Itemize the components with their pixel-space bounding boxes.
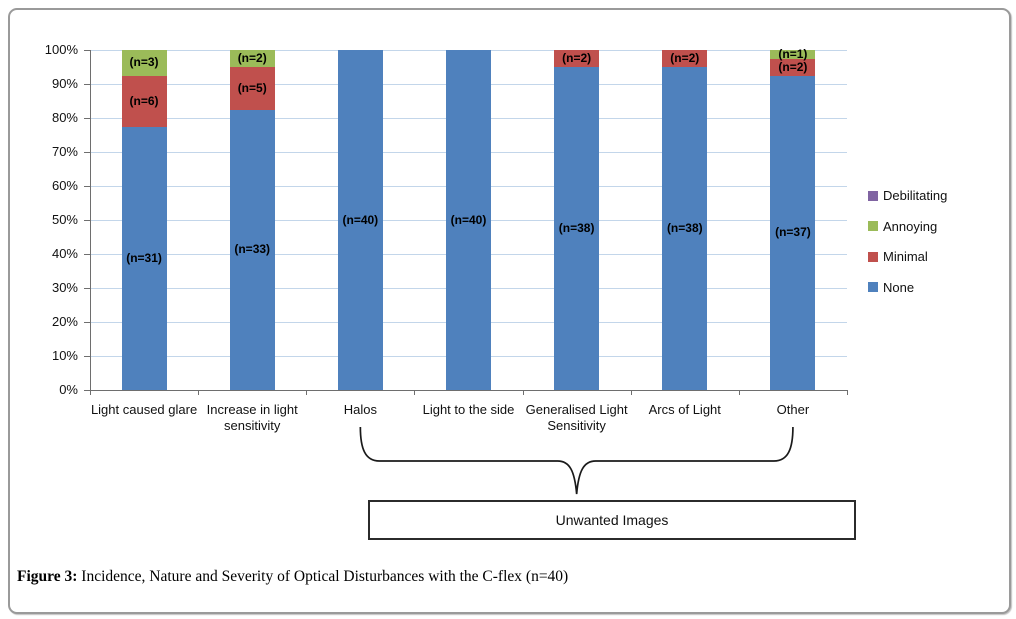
bar-segment-minimal <box>121 75 167 127</box>
x-axis-tick <box>630 390 632 395</box>
legend-item-annoying: Annoying <box>868 219 937 234</box>
x-axis-category-label: Light caused glare <box>90 402 198 417</box>
y-axis-tick <box>84 50 90 51</box>
bar-segment-label: (n=1) <box>778 46 808 61</box>
bar-segment-label: (n=6) <box>129 93 159 108</box>
bar-segment-label: (n=40) <box>450 212 487 227</box>
y-axis-tick-label: 30% <box>51 280 78 295</box>
bar-segment-none <box>554 67 600 390</box>
y-axis-tick-label: 70% <box>51 144 78 159</box>
x-axis-tick <box>306 390 308 395</box>
y-axis-tick-label: 100% <box>44 42 78 57</box>
y-axis-tick-label: 40% <box>51 246 78 261</box>
x-axis-line <box>90 390 847 391</box>
legend-label: Minimal <box>883 249 928 264</box>
y-axis-tick-label: 80% <box>51 110 78 125</box>
y-axis-tick-label: 0% <box>59 382 78 397</box>
legend-swatch-debilitating <box>868 190 878 201</box>
x-axis-category-label: Other <box>776 402 810 417</box>
bar-segment-label: (n=2) <box>778 59 808 74</box>
bar-segment-label: (n=38) <box>558 221 595 235</box>
x-axis-category-label: Arcs of Light <box>648 402 721 417</box>
bar-segment-label: (n=38) <box>666 221 703 235</box>
bar-segment-minimal <box>554 50 600 67</box>
y-axis-tick <box>84 356 90 357</box>
figure-caption: Figure 3: Incidence, Nature and Severity… <box>17 568 917 586</box>
plot-area: 0% 10% 20% 30% 40% 50% 60% 70% 80% 90% 100% (n=31) (… <box>10 10 1009 612</box>
bar-segment-annoying <box>770 50 816 59</box>
bar-segment-none <box>446 50 491 390</box>
x-axis-tick <box>847 390 848 395</box>
bar-segment-none <box>121 126 167 390</box>
y-axis-tick <box>84 220 90 221</box>
y-axis-tick <box>84 390 90 391</box>
legend-label: Debilitating <box>883 188 948 203</box>
x-axis-tick <box>414 390 416 395</box>
y-axis-tick <box>84 152 90 153</box>
y-axis-tick-label: 60% <box>51 178 78 193</box>
y-axis-tick-label: 20% <box>51 314 78 329</box>
x-axis-tick <box>522 390 524 395</box>
y-axis-tick-label: 10% <box>51 348 78 363</box>
unwanted-images-box: Unwanted Images <box>368 500 856 540</box>
figure-card: 0% 10% 20% 30% 40% 50% 60% 70% 80% 90% 100% (n=31) (… <box>8 8 1011 614</box>
bar-segment-annoying <box>229 50 275 67</box>
bar-segment-label: (n=31) <box>126 250 162 265</box>
bar-segment-none <box>662 67 708 390</box>
y-axis-tick <box>84 186 90 187</box>
y-axis-line <box>90 50 91 395</box>
bar-segment-minimal <box>229 67 275 110</box>
y-axis-tick <box>84 84 90 85</box>
bar-segment-label: (n=33) <box>234 242 271 257</box>
y-axis-tick <box>84 254 90 255</box>
caption-prefix: Figure 3: <box>17 568 78 585</box>
legend-swatch-minimal <box>868 251 878 262</box>
legend-label: None <box>883 279 915 295</box>
legend-item-minimal: Minimal <box>868 249 928 264</box>
x-axis-category-label: Increase in light sensitivity <box>206 402 298 433</box>
bar-segment-label: (n=3) <box>129 55 159 70</box>
bar-segment-label: (n=37) <box>775 225 811 240</box>
y-axis-tick <box>84 118 90 119</box>
unwanted-images-label: Unwanted Images <box>555 512 669 528</box>
bar-segment-minimal <box>662 50 708 67</box>
bar-segment-label: (n=5) <box>237 80 267 95</box>
x-axis-category-label: Generalised Light Sensitivity <box>525 402 628 433</box>
x-axis-tick <box>738 390 740 395</box>
bar-segment-label: (n=2) <box>670 51 700 65</box>
bar-segment-label: (n=2) <box>237 51 267 65</box>
bar-segment-none <box>337 50 383 390</box>
legend-item-debilitating: Debilitating <box>868 188 947 203</box>
legend-label: Annoying <box>883 218 938 234</box>
bar-segment-label: (n=2) <box>562 51 592 65</box>
x-axis-category-label: Halos <box>343 402 377 417</box>
caption-text: Incidence, Nature and Severity of Optica… <box>77 568 569 585</box>
bar-segment-minimal <box>770 58 816 76</box>
y-axis-tick <box>84 288 90 289</box>
x-axis-tick <box>198 390 200 395</box>
legend-item-none: None <box>868 280 914 295</box>
y-axis-tick <box>84 322 90 323</box>
x-axis-category-label: Light to the side <box>422 402 515 417</box>
bar-segment-annoying <box>121 50 167 76</box>
x-axis-tick <box>90 390 91 395</box>
bar-segment-label: (n=40) <box>342 212 379 227</box>
stacked-bar-chart: 0% 10% 20% 30% 40% 50% 60% 70% 80% 90% 100% (n=31) (… <box>10 10 1009 612</box>
bar-segment-none <box>770 75 816 390</box>
y-axis-tick-label: 50% <box>51 212 78 227</box>
y-axis-tick-label: 90% <box>51 76 78 91</box>
legend-swatch-none <box>868 282 878 292</box>
bar-segment-none <box>229 109 275 390</box>
legend-swatch-annoying <box>868 221 878 231</box>
